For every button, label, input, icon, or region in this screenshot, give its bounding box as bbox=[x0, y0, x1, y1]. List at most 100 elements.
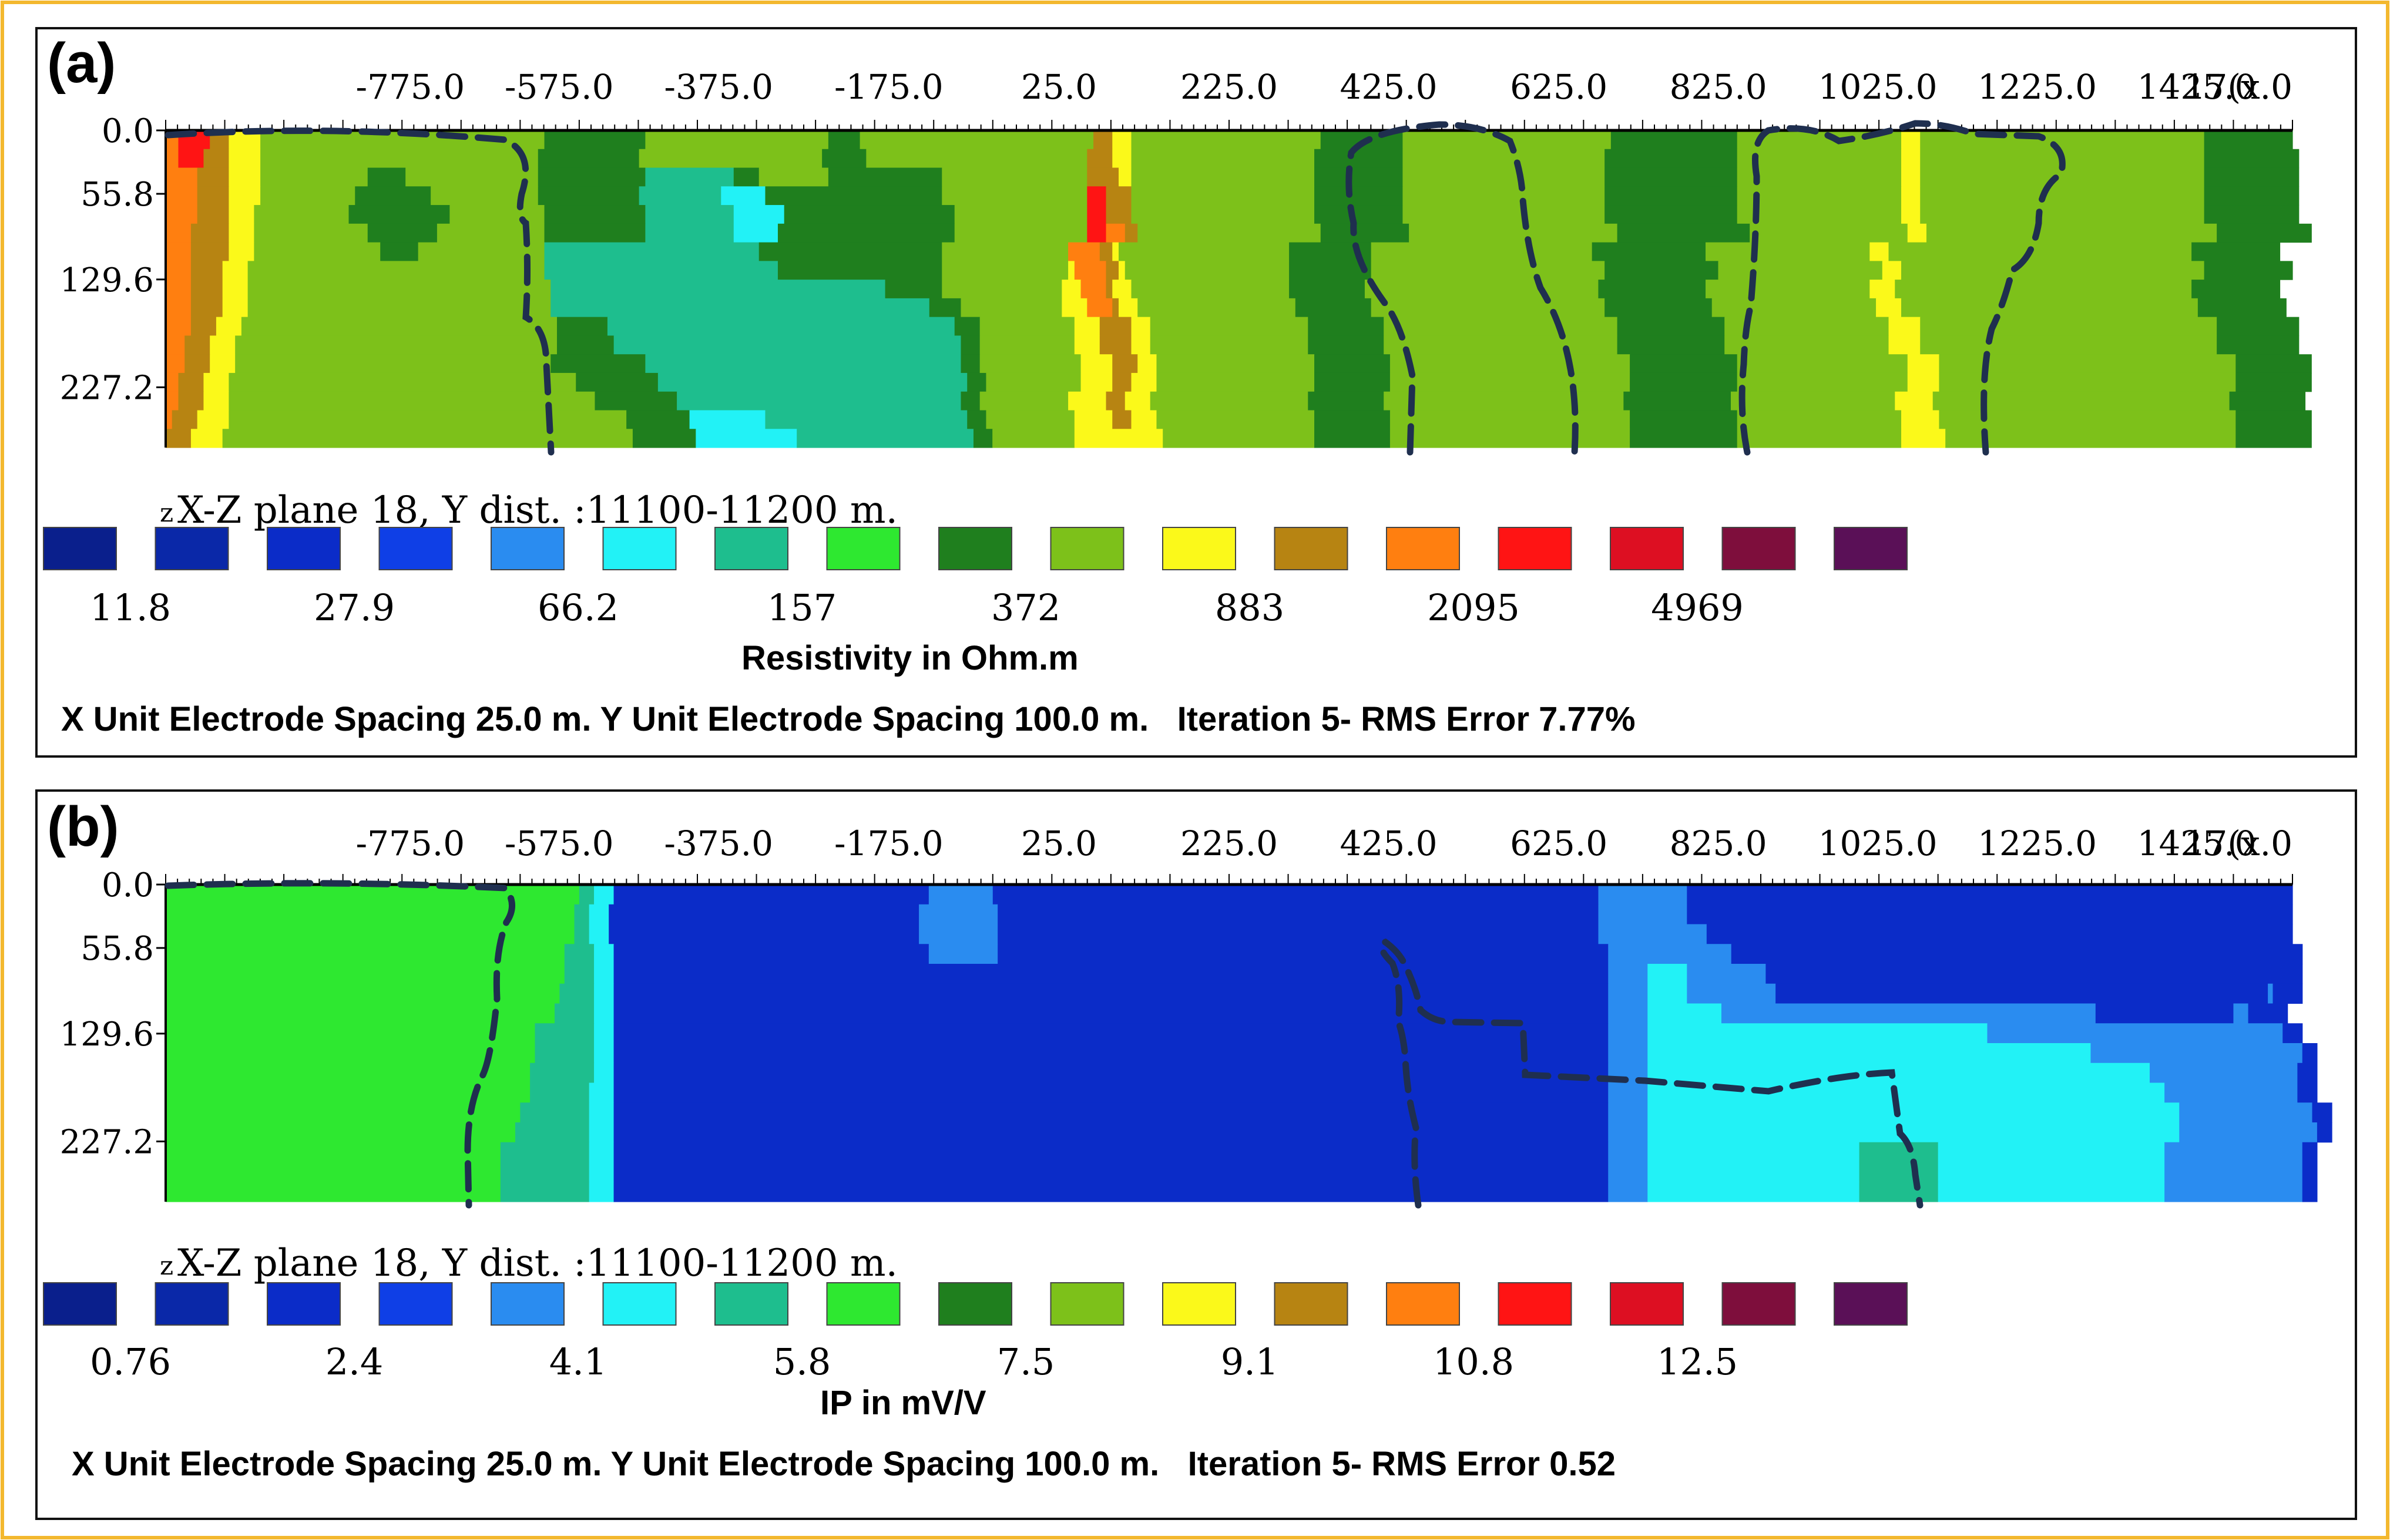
anomaly-outline bbox=[1345, 121, 1579, 456]
heatmap-cell bbox=[1106, 391, 1126, 411]
heatmap-cell bbox=[1598, 924, 1707, 944]
heatmap-cell bbox=[696, 429, 797, 448]
heatmap-cell bbox=[594, 1062, 615, 1084]
heatmap-cell bbox=[229, 391, 596, 411]
heatmap-cell bbox=[166, 1023, 536, 1044]
heatmap-cell bbox=[197, 410, 230, 429]
heatmap-cell bbox=[1687, 983, 1776, 1004]
heatmap-cell bbox=[1737, 429, 1902, 448]
heatmap-cell bbox=[1131, 335, 1151, 355]
heatmap-cell bbox=[544, 223, 646, 243]
heatmap-cell bbox=[260, 186, 355, 206]
heatmap-cell bbox=[1765, 964, 2303, 984]
heatmap-cell bbox=[1907, 223, 1927, 243]
heatmap-cell bbox=[166, 1162, 501, 1182]
heatmap-cell bbox=[405, 167, 539, 187]
panel-a-label: (a) bbox=[47, 32, 116, 95]
heatmap-cell bbox=[2229, 391, 2306, 411]
heatmap-cell bbox=[594, 1003, 615, 1024]
legend-value-label: 0.76 bbox=[90, 1340, 171, 1383]
heatmap-cell bbox=[1119, 298, 1138, 318]
heatmap-cell bbox=[1137, 298, 1296, 318]
heatmap-cell bbox=[550, 298, 930, 318]
heatmap-cell bbox=[1592, 242, 1706, 261]
panel-b-footer: X Unit Electrode Spacing 25.0 m. Y Unit … bbox=[72, 1445, 1616, 1483]
heatmap-cell bbox=[1106, 186, 1132, 206]
legend-swatch bbox=[155, 1282, 229, 1326]
heatmap-cell bbox=[1112, 130, 1132, 150]
heatmap-cell bbox=[797, 429, 974, 448]
heatmap-cell bbox=[784, 205, 955, 224]
heatmap-cell bbox=[1647, 1142, 1860, 1163]
heatmap-cell bbox=[2317, 1122, 2332, 1143]
heatmap-cell bbox=[1099, 242, 1113, 261]
heatmap-cell bbox=[626, 410, 690, 429]
heatmap-cell bbox=[166, 1082, 531, 1103]
heatmap-cell bbox=[1938, 1162, 2165, 1182]
x-tick-label: 25.0 bbox=[1021, 823, 1097, 863]
heatmap-cell bbox=[2204, 261, 2293, 280]
heatmap-cell bbox=[166, 1102, 521, 1123]
heatmap-cell bbox=[594, 983, 615, 1004]
legend-swatch bbox=[378, 1282, 453, 1326]
heatmap-cell bbox=[594, 1023, 615, 1044]
heatmap-cell bbox=[1939, 410, 2236, 429]
heatmap-cell bbox=[1608, 1043, 1648, 1064]
heatmap-cell bbox=[166, 186, 198, 206]
heatmap-cell bbox=[1869, 242, 1889, 261]
y-tick-label: 0.0 bbox=[102, 112, 154, 150]
heatmap-cell bbox=[639, 149, 823, 169]
legend-swatch bbox=[1834, 527, 1908, 570]
y-tick-label: 227.2 bbox=[60, 1123, 154, 1161]
heatmap-cell bbox=[203, 372, 230, 392]
heatmap-cell bbox=[721, 186, 766, 206]
heatmap-cell bbox=[822, 149, 867, 169]
heatmap-cell bbox=[166, 391, 179, 411]
heatmap-cell bbox=[1687, 964, 1766, 984]
heatmap-cell bbox=[210, 354, 236, 374]
heatmap-cell bbox=[1131, 317, 1151, 337]
heatmap-cell bbox=[1131, 186, 1315, 206]
panel-a-footer: X Unit Electrode Spacing 25.0 m. Y Unit … bbox=[61, 700, 1636, 738]
heatmap-cell bbox=[645, 130, 829, 150]
heatmap-cell bbox=[1314, 149, 1403, 169]
heatmap-cell bbox=[247, 261, 545, 280]
heatmap-cell bbox=[645, 205, 734, 224]
x-tick-label: 1025.0 bbox=[1818, 823, 1938, 863]
heatmap-cell bbox=[613, 1043, 1609, 1064]
y-tick-label: 55.8 bbox=[80, 176, 154, 214]
heatmap-cell bbox=[1687, 904, 2293, 925]
heatmap-cell bbox=[1124, 261, 1290, 280]
heatmap-cell bbox=[2179, 1122, 2318, 1143]
heatmap-cell bbox=[1598, 885, 1687, 905]
x-tick-label: -175.0 bbox=[834, 67, 944, 107]
legend-swatch bbox=[1050, 1282, 1124, 1326]
legend-value-label: 10.8 bbox=[1433, 1340, 1514, 1383]
legend-swatch bbox=[826, 527, 901, 570]
heatmap-cell bbox=[166, 261, 192, 280]
heatmap-cell bbox=[574, 924, 590, 944]
heatmap-cell bbox=[1131, 280, 1290, 299]
heatmap-cell bbox=[1608, 1182, 1648, 1202]
legend-value-label: 9.1 bbox=[1221, 1340, 1279, 1383]
panel-a-legend-title: Resistivity in Ohm.m bbox=[741, 639, 1079, 677]
heatmap-cell bbox=[184, 354, 210, 374]
heatmap-cell bbox=[1737, 205, 1902, 224]
heatmap-cell bbox=[1604, 261, 1719, 280]
heatmap-cell bbox=[1630, 354, 1738, 374]
heatmap-cell bbox=[1314, 167, 1403, 187]
heatmap-cell bbox=[2164, 1162, 2303, 1182]
heatmap-cell bbox=[1314, 372, 1391, 392]
heatmap-cell bbox=[500, 1162, 590, 1182]
panel-a-heatmap bbox=[166, 130, 2312, 448]
heatmap-cell bbox=[166, 242, 192, 261]
heatmap-cell bbox=[1647, 983, 1687, 1004]
heatmap-cell bbox=[190, 298, 223, 318]
legend-swatch bbox=[1162, 527, 1236, 570]
legend-swatch bbox=[714, 527, 788, 570]
heatmap-cell bbox=[538, 167, 646, 187]
heatmap-cell bbox=[1901, 186, 1921, 206]
heatmap-cell bbox=[1087, 223, 1107, 243]
heatmap-cell bbox=[418, 242, 545, 261]
heatmap-cell bbox=[589, 1122, 615, 1143]
